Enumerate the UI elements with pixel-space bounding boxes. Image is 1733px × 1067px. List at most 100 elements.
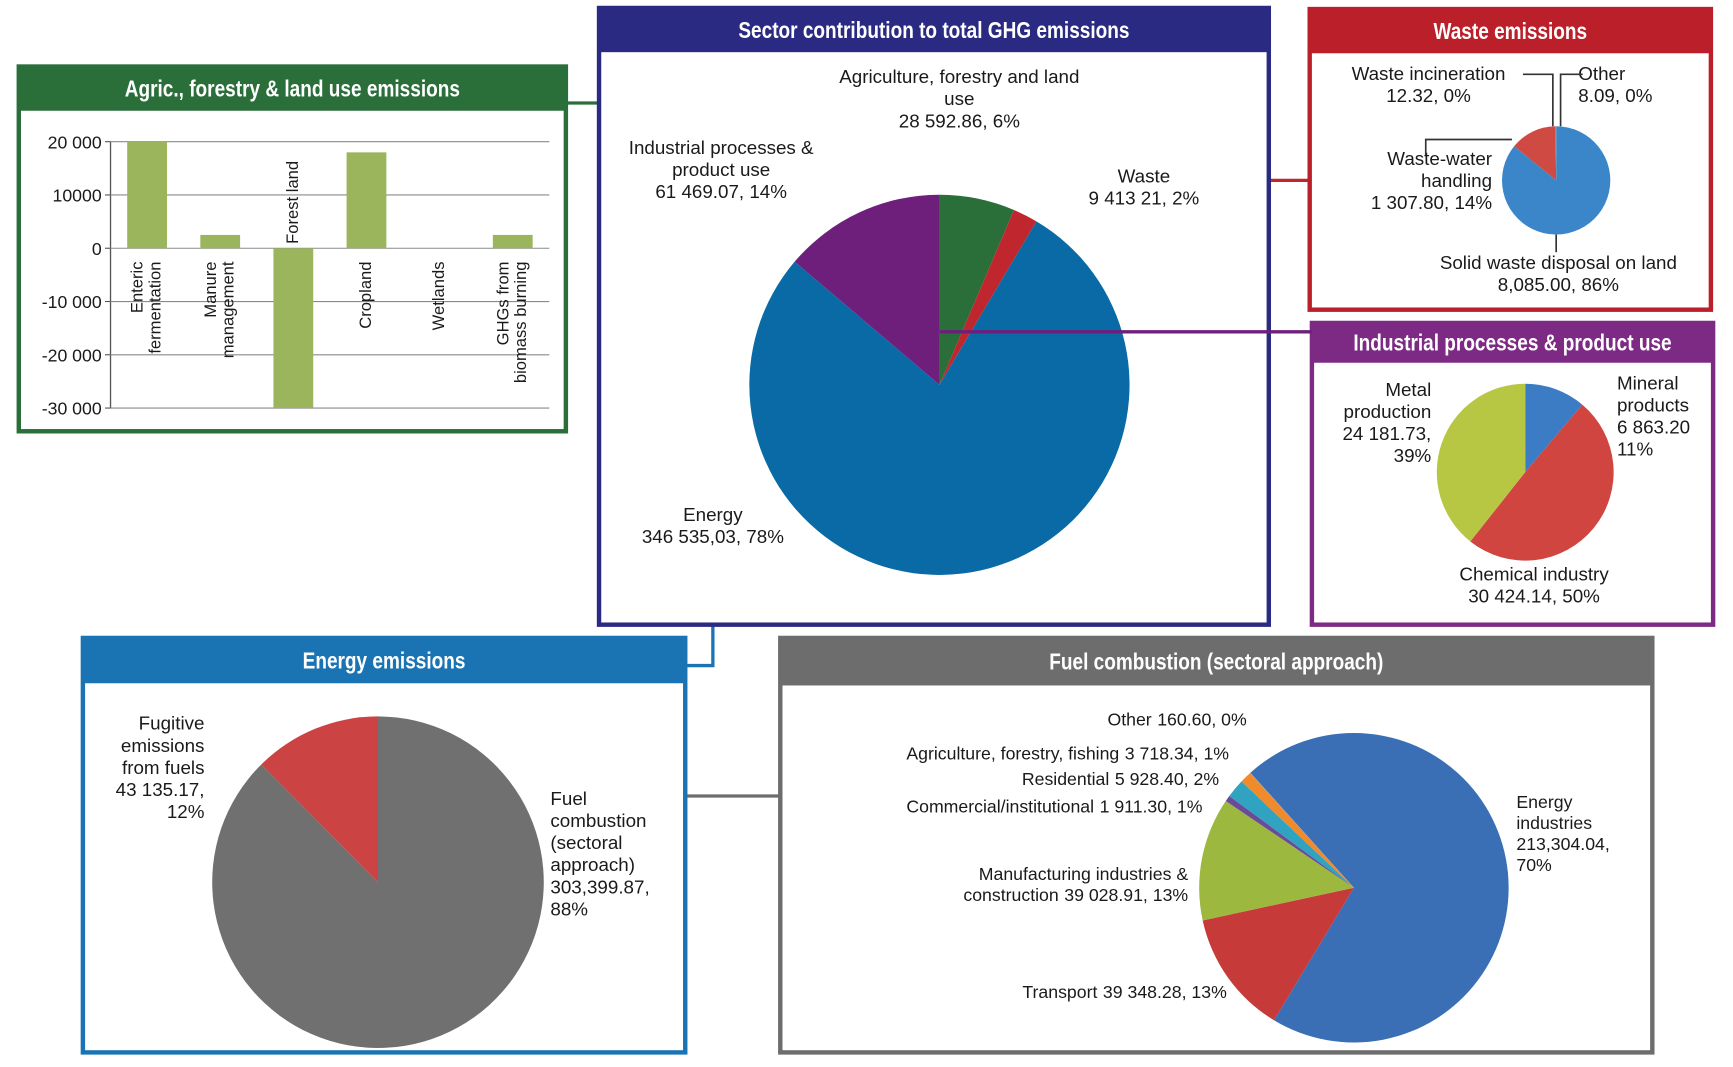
slice-label-box: Manufacturing industries & construction 3… <box>873 866 1188 908</box>
pie-slice <box>1525 383 1583 473</box>
slice-name: Chemical industry <box>1459 563 1609 585</box>
y-tick-label: -20 000 <box>42 345 102 365</box>
slice-value: 12.32, 0% <box>1386 85 1471 107</box>
slice-label: Transport 39 348.28, 13% <box>895 983 1226 1005</box>
slice-label: Commercial/institutional 1 911.30, 1% <box>805 798 1203 819</box>
bar <box>346 152 387 249</box>
slice-value: 6 863.20 11% <box>1616 417 1691 461</box>
slice-value: 346 535,03, 78% <box>641 526 784 548</box>
slice-label-box: Residential 5 928.40, 2% <box>887 771 1219 792</box>
slice-value: 39 028.91, 13% <box>1064 886 1189 906</box>
slice-name: Commercial/institutional <box>906 798 1095 817</box>
slice-name: Agriculture, forestry, fishing <box>906 745 1120 764</box>
pie-slice <box>749 221 1130 575</box>
x-tick-label: Enteric fermentation <box>128 261 165 354</box>
slice-name: Other <box>1578 63 1626 85</box>
pie-slice <box>261 716 378 883</box>
slice-name: Industrial processes & product use <box>628 137 814 181</box>
panel-title-bar <box>780 637 1653 686</box>
x-tick-label-box: GHGs from biomass burning <box>493 261 531 384</box>
slice-label: Energy 346 535,03, 78% <box>613 504 812 548</box>
slice-value: 303,399.87, 88% <box>550 876 650 921</box>
panel-title: Sector contribution to total GHG emissio… <box>738 18 1129 43</box>
slice-value: 28 592.86, 6% <box>898 110 1020 132</box>
slice-label-box: Fuel combustion (sectoral approach)303,3… <box>550 788 677 921</box>
bar <box>200 234 241 249</box>
pie-slice <box>1470 404 1614 561</box>
pie-slice <box>1229 781 1354 888</box>
pie-slice <box>1514 126 1557 181</box>
bar <box>273 248 314 409</box>
leader-line <box>1559 73 1583 127</box>
panel-title-bar <box>599 7 1269 53</box>
panel-title-bar <box>18 66 566 111</box>
slice-label: Agriculture, forestry and land use 28 592… <box>838 67 1081 133</box>
slice-label: Solid waste disposal on land 8,085.00, 86… <box>1404 252 1713 296</box>
pie-slice <box>1250 732 1509 1043</box>
slice-value: 213,304.04, 70% <box>1516 835 1610 876</box>
x-tick-label-box: Manure management <box>201 262 238 359</box>
slice-name: Energy <box>683 504 743 526</box>
slice-value: 24 181.73, 39% <box>1342 423 1432 467</box>
slice-name: Waste <box>1117 166 1171 188</box>
slice-name: Mineral products <box>1616 372 1690 416</box>
slice-label: Industrial processes & product use 61 469… <box>602 137 840 203</box>
slice-name: Transport <box>1022 983 1098 1003</box>
slice-label: Manufacturing industries & construction 3… <box>873 866 1188 908</box>
slice-label: Other 160.60, 0% <box>970 711 1246 732</box>
slice-name: Metal production <box>1343 379 1432 423</box>
panel-title-bar <box>1309 9 1711 54</box>
pie-slice <box>1225 795 1354 888</box>
pie-slice <box>1436 383 1526 542</box>
bar <box>127 141 167 249</box>
bar <box>492 234 533 249</box>
slice-value: 1 911.30, 1% <box>1099 798 1203 817</box>
slice-label: Mineral products 6 863.20 11% <box>1617 373 1711 462</box>
y-tick-label: 10000 <box>53 186 102 206</box>
slice-name: Fuel combustion (sectoral approach) <box>550 788 647 876</box>
panel-title: Fuel combustion (sectoral approach) <box>1049 650 1383 675</box>
slice-value: 3 718.34, 1% <box>1124 745 1230 764</box>
leader-line <box>1523 73 1554 127</box>
pie-slice <box>1199 800 1354 921</box>
panel-title: Agric., forestry & land use emissions <box>125 77 460 102</box>
pie-slice <box>939 209 1037 385</box>
panel-title-bar <box>82 637 686 684</box>
slice-label: Fugitive emissions from fuels 43 135.17, … <box>88 713 205 824</box>
panel-title: Industrial processes & product use <box>1353 331 1671 356</box>
slice-label-box: Transport 39 348.28, 13% <box>895 983 1226 1005</box>
x-tick-label-box: Enteric fermentation <box>128 261 165 354</box>
slice-name: Solid waste disposal on land <box>1439 252 1677 274</box>
slice-name: Waste incineration <box>1351 63 1506 85</box>
slice-label: Agriculture, forestry, fishing 3 718.34, … <box>787 745 1229 766</box>
pie-slice <box>1202 887 1354 1021</box>
y-tick-label: 20 000 <box>48 132 102 152</box>
x-tick-label-box: Wetlands <box>430 262 449 331</box>
x-tick-label: Forest land <box>283 160 303 244</box>
x-tick-label: Cropland <box>356 261 376 329</box>
slice-label: Residential 5 928.40, 2% <box>887 771 1219 792</box>
slice-value: 30 424.14, 50% <box>1468 586 1600 608</box>
slice-name: Energy industries <box>1516 793 1593 834</box>
leader-line <box>1424 138 1512 155</box>
slice-name: Fugitive emissions from fuels <box>120 713 205 779</box>
slice-label-box: Commercial/institutional 1 911.30, 1% <box>805 798 1203 819</box>
slice-label: Waste incineration 12.32, 0% <box>1321 63 1537 107</box>
x-tick-label: GHGs from biomass burning <box>493 261 531 384</box>
slice-label: Fuel combustion (sectoral approach) 303,3… <box>550 788 677 921</box>
panel-title: Energy emissions <box>303 649 466 674</box>
slice-name: Manufacturing industries & construction <box>963 865 1189 906</box>
slice-label: Waste-water handling 1 307.80, 14% <box>1315 148 1492 214</box>
